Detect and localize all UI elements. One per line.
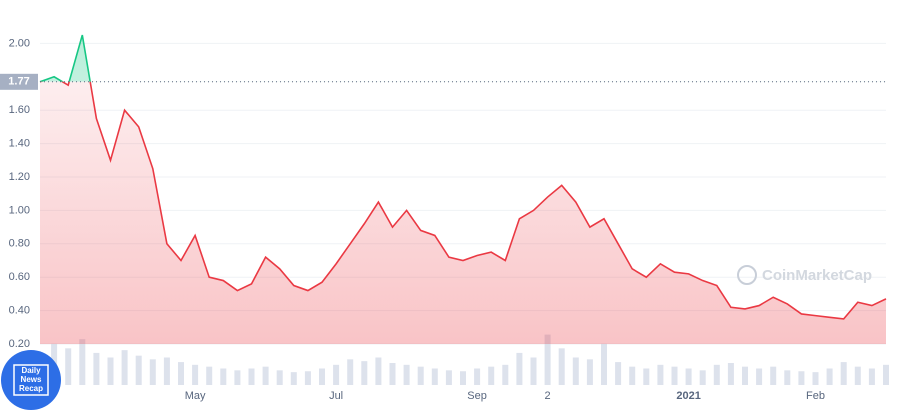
price-line: [39, 81, 887, 320]
volume-bar: [798, 371, 805, 385]
volume-bar: [347, 359, 354, 385]
volume-bar: [206, 366, 213, 385]
y-tick-label: 0.60: [9, 271, 30, 283]
volume-bar: [93, 352, 100, 385]
volume-bar: [107, 357, 114, 385]
x-tick-label: May: [185, 390, 206, 402]
reference-label: 1.77: [8, 76, 29, 88]
volume-bar: [135, 355, 142, 385]
x-tick-label: Sep: [467, 390, 487, 402]
volume-bar: [601, 343, 607, 385]
volume-bar: [121, 350, 128, 385]
volume-bar: [65, 348, 72, 385]
x-tick-label: 2: [545, 390, 551, 402]
y-tick-label: 0.40: [9, 305, 30, 317]
volume-bar: [276, 370, 283, 385]
logo-text: Recap: [19, 384, 43, 393]
logo-box: [13, 364, 49, 396]
area-above: [40, 35, 91, 82]
volume-bar: [290, 372, 297, 385]
volume-bar: [361, 361, 368, 385]
volume-bar: [220, 368, 227, 385]
volume-bar: [854, 366, 861, 385]
volume-bar: [685, 368, 692, 385]
volume-bar: [516, 352, 523, 385]
volume-bar: [671, 366, 678, 385]
volume-bar: [488, 366, 495, 385]
volume-bar: [713, 364, 720, 385]
y-tick-label: 0.20: [9, 338, 30, 350]
volume-bar: [178, 362, 184, 385]
volume-bar: [389, 363, 396, 385]
volume-bar: [417, 366, 424, 385]
y-tick-label: 2.00: [9, 37, 30, 49]
volume-bar: [826, 368, 833, 385]
logo-text: News: [21, 375, 42, 384]
volume-bar: [840, 362, 847, 385]
volume-bar: [742, 366, 748, 385]
volume-bar: [234, 370, 241, 385]
volume-bar: [192, 364, 199, 385]
volume-bar: [431, 368, 438, 385]
watermark-icon: [737, 265, 757, 285]
volume-bar: [262, 366, 269, 385]
reference-badge: [0, 73, 38, 90]
volume-bar: [319, 368, 325, 385]
volume-bar: [502, 364, 509, 385]
watermark: CoinMarketCap: [762, 267, 872, 284]
x-tick-label: Feb: [806, 390, 825, 402]
volume-bar: [79, 339, 86, 385]
volume-bar: [572, 357, 579, 385]
volume-bar: [445, 370, 452, 385]
volume-bar: [586, 359, 593, 385]
volume-bar: [149, 359, 156, 385]
volume-bar: [657, 364, 664, 385]
y-tick-label: 1.00: [9, 204, 30, 216]
volume-bar: [558, 348, 565, 385]
volume-bar: [770, 366, 777, 385]
volume-bar: [699, 370, 706, 385]
volume-bar: [784, 370, 791, 385]
x-tick-label: Jul: [329, 390, 343, 402]
volume-bar: [248, 368, 255, 385]
volume-bar: [883, 364, 889, 385]
volume-bar: [460, 371, 466, 385]
volume-bar: [530, 357, 537, 385]
y-tick-label: 1.60: [9, 104, 30, 116]
volume-bar: [629, 366, 636, 385]
volume-bar: [868, 368, 875, 385]
volume-bar: [474, 368, 481, 385]
y-tick-label: 1.20: [9, 171, 30, 183]
volume-bar: [615, 362, 622, 385]
y-tick-label: 0.80: [9, 238, 30, 250]
area-below: [40, 81, 886, 344]
x-tick-label: 2021: [676, 390, 700, 402]
volume-bar: [375, 357, 382, 385]
volume-bar: [756, 368, 763, 385]
volume-bar: [333, 364, 340, 385]
volume-bar: [812, 372, 819, 385]
volume-bar: [727, 363, 734, 385]
logo-text: Daily: [21, 366, 41, 375]
volume-bar: [163, 357, 170, 385]
volume-bar: [643, 368, 650, 385]
volume-bar: [403, 364, 410, 385]
volume-bar: [544, 334, 551, 385]
volume-bar: [304, 371, 311, 385]
y-tick-label: 1.40: [9, 138, 30, 150]
